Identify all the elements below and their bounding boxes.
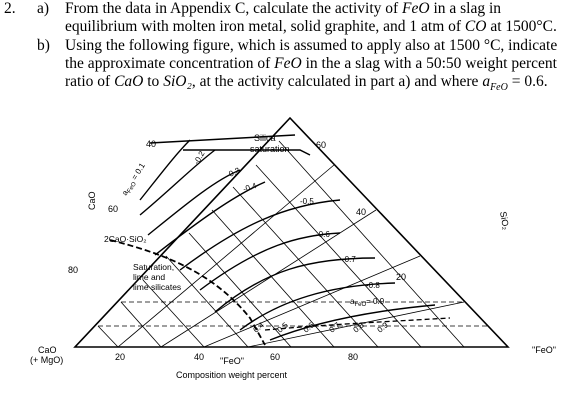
region-sat-2: lime and: [133, 272, 165, 282]
bottom-iso-06: 0.6: [302, 320, 317, 334]
side-label-sio2: SiO₂: [498, 211, 511, 231]
iso-label-05: -0.5: [300, 197, 314, 206]
iso-activity-curves: [139, 139, 436, 341]
part-a-line-2: equilibrium with molten iron metal, soli…: [65, 18, 557, 35]
right-tick-40: 40: [356, 207, 366, 217]
lower-dashed-boundary: [264, 317, 451, 331]
iso-label-04: -0.4: [242, 181, 258, 194]
bottom-iso-07: 0.7: [328, 320, 343, 334]
left-tick-60: 60: [108, 204, 118, 214]
bottom-tick-20: 20: [115, 352, 125, 362]
activity-01-label: aFeO = 0.1: [120, 161, 149, 198]
region-silica: Silica: [254, 133, 276, 143]
vertex-cao-label: CaO: [38, 345, 57, 355]
bottom-tick-40: 40: [194, 352, 204, 362]
bottom-tick-80: 80: [348, 352, 358, 362]
silica-boundary: [183, 149, 311, 156]
bottom-tick-60: 60: [270, 352, 280, 362]
activity-09-label: aFeO= 0.9: [350, 297, 385, 308]
iso-label-06: -0.6: [316, 230, 330, 239]
iso-label-07: -0.7: [342, 255, 356, 264]
part-b-line-3: ratio of CaO to SiO₂, at the activity ca…: [65, 73, 548, 94]
triangle-outline: [73, 116, 510, 348]
region-sat-1: Saturation,: [133, 262, 174, 272]
region-c2s: 2CaO·SiO₂: [104, 234, 147, 244]
composition-grid: [97, 140, 487, 348]
part-b-label: b): [37, 37, 50, 54]
side-label-cao: CaO: [87, 191, 97, 210]
vertex-feo-label: "FeO": [532, 345, 556, 355]
question-number: 2.: [4, 0, 16, 17]
axis-label-feo: "FeO": [220, 356, 244, 366]
axis-title: Composition weight percent: [176, 370, 288, 380]
vertex-cao-sub: (+ MgO): [30, 355, 63, 365]
right-tick-20: 20: [396, 272, 406, 282]
region-silica-2: saturation: [250, 144, 290, 154]
iso-label-08: -0.8: [366, 281, 380, 290]
left-tick-40: 40: [146, 139, 156, 149]
part-a-line-1: From the data in Appendix C, calculate t…: [65, 0, 502, 17]
silica-boundary-top: [149, 134, 296, 144]
part-a-label: a): [37, 0, 50, 17]
part-b-line-1: Using the following figure, which is ass…: [65, 37, 558, 54]
c2s-boundary: [109, 239, 266, 346]
left-tick-80: 80: [68, 265, 78, 275]
right-tick-60: 60: [316, 140, 326, 150]
bottom-iso-04: 0.4: [252, 320, 267, 334]
region-sat-3: lime silicates: [133, 282, 181, 292]
part-b-line-2: the approximate concentration of FeO in …: [65, 55, 557, 72]
